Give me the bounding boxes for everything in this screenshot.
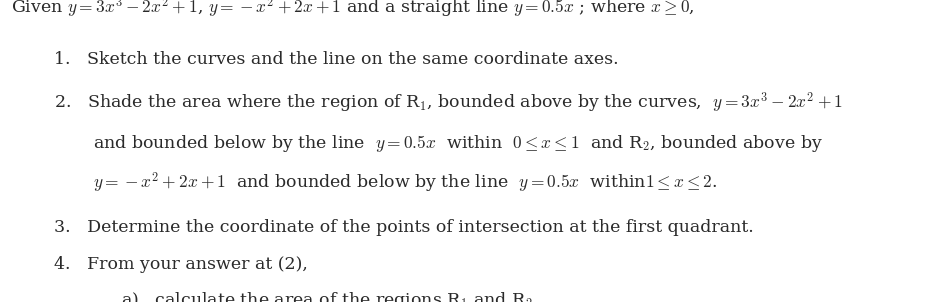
Text: 3.   Determine the coordinate of the points of intersection at the first quadran: 3. Determine the coordinate of the point…: [54, 219, 753, 236]
Text: 4.   From your answer at (2),: 4. From your answer at (2),: [54, 256, 308, 273]
Text: $y = -x^2 + 2x +1$  and bounded below by the line  $y = 0.5x$  within$1 \leq x \: $y = -x^2 + 2x +1$ and bounded below by …: [93, 171, 717, 195]
Text: a)   calculate the area of the regions R$_1$ and R$_2$.: a) calculate the area of the regions R$_…: [121, 290, 538, 302]
Text: and bounded below by the line  $y = 0.5x$  within  $0 \leq x \leq 1$  and R$_2$,: and bounded below by the line $y = 0.5x$…: [93, 133, 822, 154]
Text: 2.   Shade the area where the region of R$_1$, bounded above by the curves,  $y : 2. Shade the area where the region of R$…: [54, 91, 842, 115]
Text: 1.   Sketch the curves and the line on the same coordinate axes.: 1. Sketch the curves and the line on the…: [54, 51, 617, 68]
Text: Given $y = 3x^3 - 2x^2 +1$, $y = -x^2 + 2x +1$ and a straight line $y = 0.5x$ ; : Given $y = 3x^3 - 2x^2 +1$, $y = -x^2 + …: [11, 0, 694, 20]
